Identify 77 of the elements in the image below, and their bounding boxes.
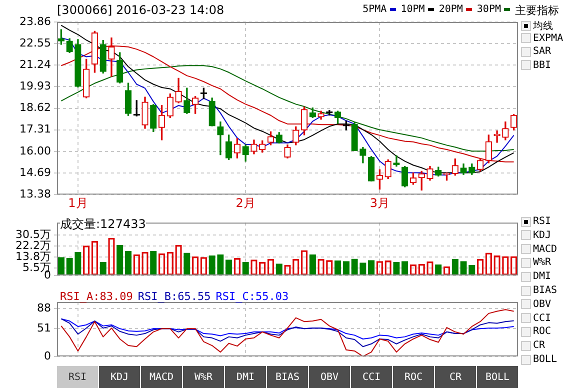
text: W%R — [533, 257, 552, 268]
text: EXPMA — [533, 32, 563, 44]
text: CR — [533, 340, 546, 352]
y-tick-label: 21.24 — [20, 58, 51, 72]
y-tick-label: 51 — [37, 322, 51, 335]
y-tick-label: 88 — [37, 301, 51, 314]
bar — [368, 260, 375, 276]
x-tick-label: 2月 — [236, 196, 256, 210]
bar — [460, 261, 467, 276]
text: MACD — [533, 244, 558, 255]
y-tick-label: 22.55 — [20, 36, 51, 50]
y-tick-label: 19.93 — [20, 80, 51, 93]
chart-title: 成交量:127433 — [60, 216, 146, 233]
bar — [393, 262, 400, 276]
text: RSI — [533, 216, 552, 227]
y-tick-label: 13.8万 — [16, 250, 51, 264]
bar — [74, 252, 82, 276]
text: RSI_C:55.03 — [216, 290, 289, 303]
y-tick-label: 0 — [44, 349, 51, 362]
text: SAR — [533, 46, 552, 57]
text: 均线 — [533, 20, 553, 33]
text: RSI — [57, 366, 98, 388]
text: RSI_A:83.09 — [60, 290, 133, 303]
text: OBV — [533, 298, 552, 310]
bar — [217, 254, 224, 276]
bar — [360, 262, 366, 276]
legend-label: 20PM — [438, 4, 463, 15]
bar — [309, 254, 316, 276]
legend-label: 5PMA — [362, 4, 387, 15]
text: KDJ — [533, 230, 552, 241]
y-tick-label: 30.5万 — [16, 228, 51, 241]
text: BIAS — [267, 366, 308, 388]
y-tick-label: 23.86 — [20, 14, 51, 28]
y-tick-label: 22.2万 — [16, 238, 51, 252]
bar — [100, 262, 106, 276]
bar — [402, 261, 408, 276]
text: BBI — [533, 60, 552, 70]
text: DMI — [225, 366, 266, 388]
bar — [184, 252, 190, 276]
text: KDJ — [99, 366, 140, 388]
text: CCI — [351, 366, 392, 388]
text: BOLL — [533, 354, 558, 365]
text: BIAS — [533, 285, 558, 296]
x-tick-label: 1月 — [68, 196, 88, 210]
candlestick — [494, 130, 500, 143]
text: CR — [435, 366, 476, 388]
bar — [276, 264, 282, 276]
text: ROC — [393, 366, 434, 388]
bar — [150, 250, 157, 276]
bar — [116, 244, 124, 276]
y-tick-label: 16.00 — [20, 144, 51, 158]
text: DMI — [533, 271, 552, 282]
x-tick-label: 3月 — [370, 196, 390, 210]
bar — [334, 260, 342, 276]
y-tick-label: 13.38 — [20, 187, 51, 200]
text: OBV — [309, 366, 350, 388]
text: RSI_B:65.55 — [138, 290, 211, 303]
text: MACD — [141, 366, 182, 388]
bar — [242, 262, 249, 276]
bar — [58, 257, 65, 276]
legend-label: 10PM — [400, 4, 425, 15]
bar — [452, 258, 458, 276]
text: CCI — [533, 312, 552, 324]
bar — [351, 258, 358, 276]
bar — [66, 258, 73, 276]
chart-title: [300066] 2016-03-23 14:08 — [57, 3, 224, 17]
bar — [342, 261, 350, 276]
text: ROC — [533, 326, 552, 338]
y-tick-label: 18.62 — [20, 101, 51, 114]
text: 主要指标 — [515, 3, 559, 18]
text: BOLL — [477, 366, 518, 388]
bar — [124, 250, 132, 276]
y-tick-label: 14.69 — [20, 166, 51, 179]
text: W%R — [183, 366, 224, 388]
y-tick-label: 17.31 — [20, 122, 51, 136]
legend-label: 30PM — [476, 4, 501, 15]
bar — [226, 260, 232, 276]
